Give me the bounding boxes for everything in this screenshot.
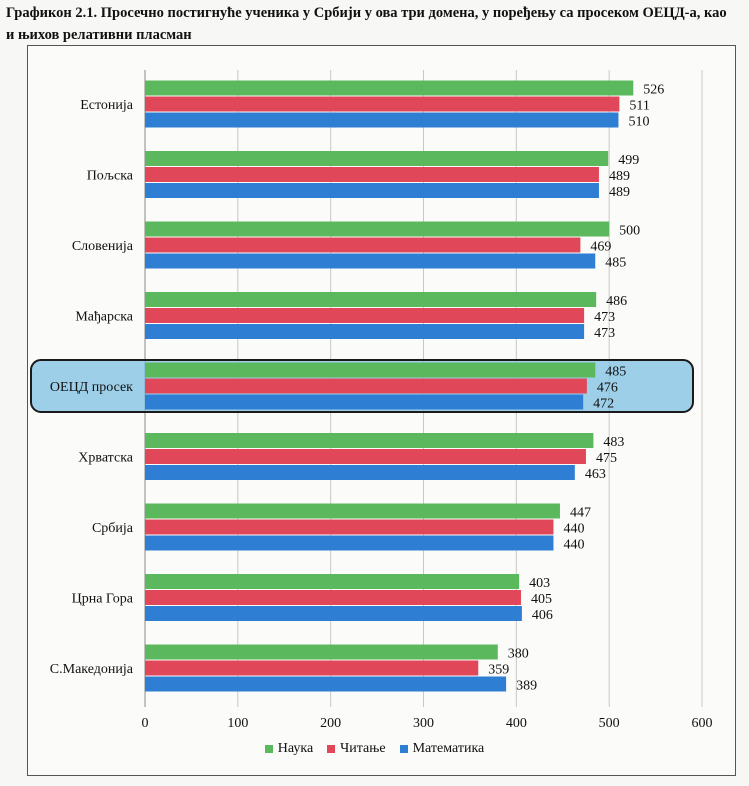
data-label: 499	[618, 153, 639, 168]
legend-item: Читање	[327, 741, 386, 757]
bar	[145, 519, 554, 535]
bar	[145, 362, 596, 378]
bar	[145, 378, 587, 394]
legend-item: Математика	[399, 741, 485, 757]
x-tick-label: 100	[227, 716, 248, 731]
bar	[145, 644, 498, 660]
category-label: Хрватска	[78, 451, 133, 466]
data-label: 511	[629, 99, 649, 114]
category-label: Пољска	[87, 169, 134, 184]
bar	[145, 590, 521, 605]
bar	[145, 660, 479, 676]
bar	[145, 237, 581, 253]
bar	[145, 449, 586, 464]
bar	[145, 80, 634, 96]
data-label: 489	[609, 185, 630, 200]
bar	[145, 433, 594, 448]
bar	[145, 308, 585, 323]
data-label: 483	[603, 435, 624, 450]
legend-label: Наука	[277, 741, 314, 756]
x-tick-label: 0	[142, 716, 149, 731]
bar	[145, 324, 585, 339]
category-label: Словенија	[72, 239, 134, 254]
chart-legend: Наука Читање Математика	[0, 741, 749, 757]
data-label: 403	[529, 576, 550, 591]
bar	[145, 574, 520, 589]
x-tick-label: 400	[506, 716, 527, 731]
data-label: 469	[590, 240, 611, 255]
chart-title: Графикон 2.1. Просечно постигнуће ученик…	[6, 5, 727, 43]
legend-item: Наука	[264, 741, 314, 757]
bar	[145, 151, 609, 166]
data-label: 489	[609, 169, 630, 184]
data-label: 359	[488, 663, 509, 678]
data-label: 485	[605, 365, 626, 380]
data-label: 476	[597, 381, 618, 396]
category-label: Естонија	[80, 98, 134, 113]
bar	[145, 96, 620, 112]
bar	[145, 221, 610, 237]
bar	[145, 503, 560, 519]
bar	[145, 676, 507, 692]
data-label: 473	[594, 310, 615, 325]
bar	[145, 606, 522, 621]
category-label: С.Македонија	[50, 662, 134, 677]
data-label: 463	[585, 467, 606, 482]
bar	[145, 465, 575, 480]
legend-label: Математика	[412, 741, 485, 756]
data-label: 475	[596, 451, 617, 466]
x-tick-label: 300	[413, 716, 434, 731]
data-label: 440	[563, 538, 584, 553]
data-label: 526	[643, 83, 664, 98]
data-label: 380	[508, 647, 529, 662]
data-label: 440	[563, 522, 584, 537]
data-label: 447	[570, 506, 591, 521]
legend-swatch	[264, 745, 273, 753]
data-label: 389	[516, 679, 537, 694]
category-label: Србија	[92, 521, 134, 536]
category-label: Црна Гора	[72, 592, 134, 607]
bar	[145, 167, 599, 182]
legend-swatch	[327, 745, 336, 753]
data-label: 473	[594, 326, 615, 341]
bar	[145, 292, 597, 307]
legend-label: Читање	[340, 741, 386, 756]
data-label: 406	[532, 608, 553, 623]
bar	[145, 394, 584, 410]
x-tick-label: 200	[320, 716, 341, 731]
bar	[145, 183, 599, 198]
category-label: ОЕЦД просек	[50, 380, 133, 395]
bar	[145, 535, 554, 551]
x-tick-label: 600	[692, 716, 713, 731]
data-label: 510	[628, 115, 649, 130]
data-label: 485	[605, 256, 626, 271]
data-label: 405	[531, 592, 552, 607]
x-tick-label: 500	[599, 716, 620, 731]
bar	[145, 253, 596, 269]
legend-swatch	[399, 745, 408, 753]
data-label: 472	[593, 397, 614, 412]
category-label: Мађарска	[75, 310, 133, 325]
bar	[145, 112, 619, 128]
data-label: 500	[619, 224, 640, 239]
data-label: 486	[606, 294, 627, 309]
